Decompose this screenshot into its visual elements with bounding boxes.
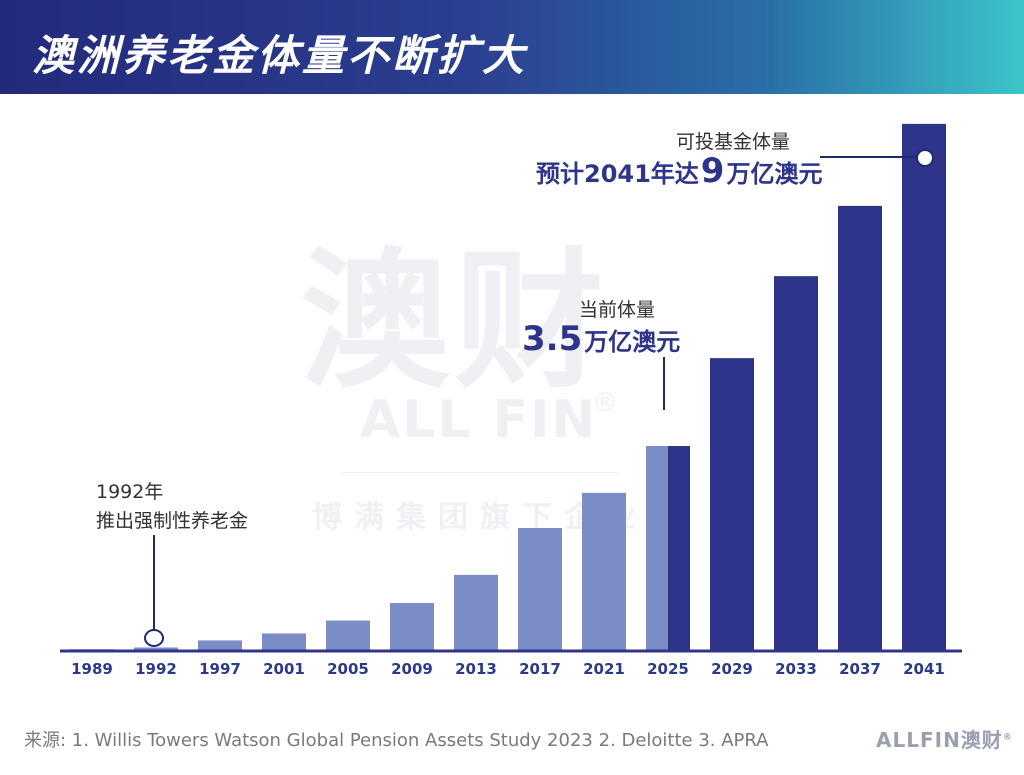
x-tick-label-2037: 2037 bbox=[839, 660, 881, 678]
bar-2037 bbox=[838, 205, 882, 651]
bar-1997 bbox=[198, 640, 242, 651]
header-bar: 澳洲养老金体量不断扩大 bbox=[0, 0, 1024, 94]
current-title-label: 当前体量 bbox=[579, 299, 655, 321]
x-tick-label-2017: 2017 bbox=[519, 660, 561, 678]
bar-2013 bbox=[454, 574, 498, 651]
x-tick-label-2021: 2021 bbox=[583, 660, 625, 678]
x-tick-label-1992: 1992 bbox=[135, 660, 177, 678]
current-value-unit: 万亿澳元 bbox=[584, 328, 680, 356]
source-note: 来源: 1. Willis Towers Watson Global Pensi… bbox=[24, 730, 769, 751]
bar-2001 bbox=[262, 633, 306, 651]
bar-2041 bbox=[902, 123, 946, 652]
callout-mandatory-label: 推出强制性养老金 bbox=[96, 510, 248, 532]
x-tick-label-2041: 2041 bbox=[903, 660, 945, 678]
future-value-unit: 万亿澳元 bbox=[726, 160, 822, 188]
footer-logo: ALLFIN澳财® bbox=[876, 724, 1013, 753]
callout-marker-2041 bbox=[916, 149, 934, 167]
x-tick-label-2025: 2025 bbox=[647, 660, 689, 678]
x-tick-label-1989: 1989 bbox=[71, 660, 113, 678]
x-tick-label-2001: 2001 bbox=[263, 660, 305, 678]
footer-logo-text: ALLFIN澳财 bbox=[876, 728, 1003, 752]
future-title-label: 可投基金体量 bbox=[676, 131, 790, 153]
bar-2033 bbox=[774, 276, 818, 651]
future-value-number: 9 bbox=[701, 151, 725, 191]
x-tick-label-2033: 2033 bbox=[775, 660, 817, 678]
current-value-number: 3.5 bbox=[522, 319, 582, 359]
future-value-prefix: 预计2041年达 bbox=[536, 160, 699, 188]
bar-2029 bbox=[710, 358, 754, 651]
bar-2005 bbox=[326, 620, 370, 651]
future-value-label: 预计2041年达9万亿澳元 bbox=[536, 151, 822, 191]
callout-marker-1992 bbox=[144, 629, 164, 647]
x-tick-label-2013: 2013 bbox=[455, 660, 497, 678]
bar-2021 bbox=[582, 492, 626, 651]
page-title: 澳洲养老金体量不断扩大 bbox=[32, 31, 528, 80]
x-tick-label-2029: 2029 bbox=[711, 660, 753, 678]
x-axis-ticks: 1989 1992 1997 2001 2005 2009 2013 2017 2021 2025… bbox=[71, 660, 945, 678]
x-tick-label-2009: 2009 bbox=[391, 660, 433, 678]
x-tick-label-2005: 2005 bbox=[327, 660, 369, 678]
bars-group bbox=[70, 123, 946, 652]
x-tick-label-1997: 1997 bbox=[199, 660, 241, 678]
bar-2025-historical bbox=[646, 446, 668, 651]
bar-2025-projected bbox=[668, 446, 690, 651]
callout-year-label: 1992年 bbox=[96, 481, 163, 503]
bar-2009 bbox=[390, 602, 434, 651]
bar-2017 bbox=[518, 528, 562, 651]
footer-logo-registered: ® bbox=[1002, 732, 1013, 743]
bar-1992 bbox=[134, 647, 178, 651]
current-value-label: 3.5万亿澳元 bbox=[522, 319, 680, 359]
